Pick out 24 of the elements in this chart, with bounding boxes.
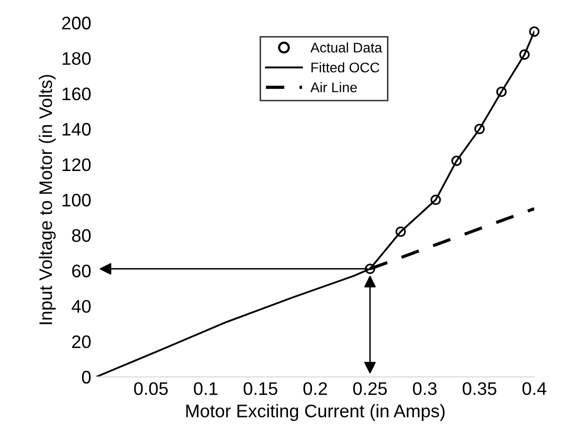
x-tick-label: 0.25: [353, 382, 387, 395]
x-axis-title: Motor Exciting Current (in Amps): [186, 404, 445, 421]
x-tick-label: 0.3: [412, 382, 437, 395]
y-tick-label: 180: [62, 52, 91, 65]
legend-label: Fitted OCC: [311, 62, 380, 72]
x-tick-label: 0.2: [303, 382, 327, 395]
legend-label: Actual Data: [310, 42, 382, 53]
x-tick-label: 0.35: [462, 382, 496, 395]
x-tick-label: 0.05: [134, 382, 168, 395]
x-tick-label: 0.15: [244, 382, 278, 395]
y-tick-label: 160: [62, 88, 91, 100]
y-tick-label: 20: [72, 335, 91, 348]
y-tick-label: 0: [82, 370, 91, 384]
x-tick-label: 0.4: [522, 382, 546, 395]
y-tick-label: 100: [62, 194, 91, 207]
y-tick-label: 40: [72, 300, 91, 313]
x-tick-label: 0.1: [194, 382, 218, 395]
y-tick-label: 80: [72, 229, 91, 242]
y-tick-label: 120: [62, 158, 91, 172]
y-tick-label: 60: [72, 264, 91, 278]
y-tick-label: 200: [62, 16, 91, 30]
y-axis-title: Input Voltage to Motor (in Volts): [38, 74, 56, 324]
legend-label: Air Line: [310, 82, 357, 92]
y-tick-label: 140: [62, 122, 91, 136]
